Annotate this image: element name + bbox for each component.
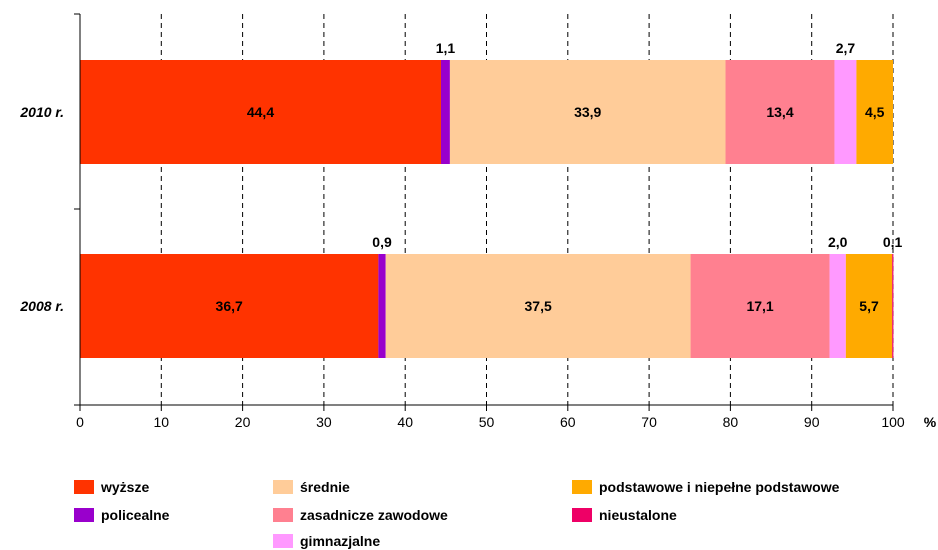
x-unit-label: % bbox=[924, 414, 937, 430]
category-label: 2010 r. bbox=[19, 104, 64, 120]
legend-label: gimnazjalne bbox=[300, 533, 380, 549]
x-tick-label: 90 bbox=[804, 414, 820, 430]
bar-segment bbox=[440, 60, 450, 164]
x-tick-label: 100 bbox=[881, 414, 905, 430]
data-label: 0,9 bbox=[372, 234, 392, 250]
data-label: 4,5 bbox=[865, 104, 885, 120]
legend-swatch bbox=[273, 480, 293, 494]
data-label: 13,4 bbox=[766, 104, 793, 120]
legend-label: wyższe bbox=[100, 479, 149, 495]
data-label: 2,7 bbox=[836, 40, 856, 56]
legend-swatch bbox=[74, 480, 94, 494]
data-label: 37,5 bbox=[525, 298, 552, 314]
x-tick-label: 50 bbox=[479, 414, 495, 430]
axes: 0 10 20 30 40 50 60 70 80 90 100 % 2010 r. 2008 r. bbox=[19, 13, 937, 430]
x-tick-label: 80 bbox=[723, 414, 739, 430]
bar-segment bbox=[690, 254, 830, 358]
x-tick-label: 70 bbox=[641, 414, 657, 430]
bar-segment bbox=[385, 254, 691, 358]
data-labels: 44,4 1,1 33,9 13,4 2,7 4,5 36,7 0,9 37,5 17,1 2,0 5… bbox=[216, 40, 903, 314]
data-label: 1,1 bbox=[436, 40, 456, 56]
bars bbox=[80, 60, 894, 358]
bar-segment bbox=[80, 60, 441, 164]
bar-segment bbox=[829, 254, 846, 358]
data-label: 0,1 bbox=[883, 234, 903, 250]
data-label: 33,9 bbox=[574, 104, 601, 120]
legend-swatch bbox=[572, 508, 592, 522]
legend: wyższe policealne średnie zasadnicze zawodo… bbox=[74, 479, 840, 549]
legend-swatch bbox=[273, 534, 293, 548]
category-label: 2008 r. bbox=[19, 298, 64, 314]
bar-segment bbox=[449, 60, 726, 164]
legend-label: średnie bbox=[300, 479, 350, 495]
x-tick-label: 20 bbox=[235, 414, 251, 430]
bar-segment bbox=[892, 254, 894, 358]
x-tick-label: 60 bbox=[560, 414, 576, 430]
bar-segment bbox=[725, 60, 835, 164]
data-label: 36,7 bbox=[216, 298, 243, 314]
x-tick-label: 10 bbox=[154, 414, 170, 430]
data-label: 17,1 bbox=[746, 298, 773, 314]
x-tick-label: 40 bbox=[397, 414, 413, 430]
data-label: 44,4 bbox=[247, 104, 274, 120]
legend-swatch bbox=[572, 480, 592, 494]
legend-label: policealne bbox=[101, 507, 170, 523]
bar-segment bbox=[834, 60, 857, 164]
bar-segment bbox=[845, 254, 893, 358]
legend-label: nieustalone bbox=[599, 507, 677, 523]
legend-swatch bbox=[74, 508, 94, 522]
legend-label: podstawowe i niepełne podstawowe bbox=[599, 479, 840, 495]
x-tick-label: 30 bbox=[316, 414, 332, 430]
bar-segment bbox=[856, 60, 893, 164]
data-label: 2,0 bbox=[828, 234, 848, 250]
legend-swatch bbox=[273, 508, 293, 522]
x-tick-label: 0 bbox=[76, 414, 84, 430]
bar-segment bbox=[80, 254, 379, 358]
legend-label: zasadnicze zawodowe bbox=[300, 507, 448, 523]
data-label: 5,7 bbox=[859, 298, 879, 314]
bar-segment bbox=[378, 254, 386, 358]
